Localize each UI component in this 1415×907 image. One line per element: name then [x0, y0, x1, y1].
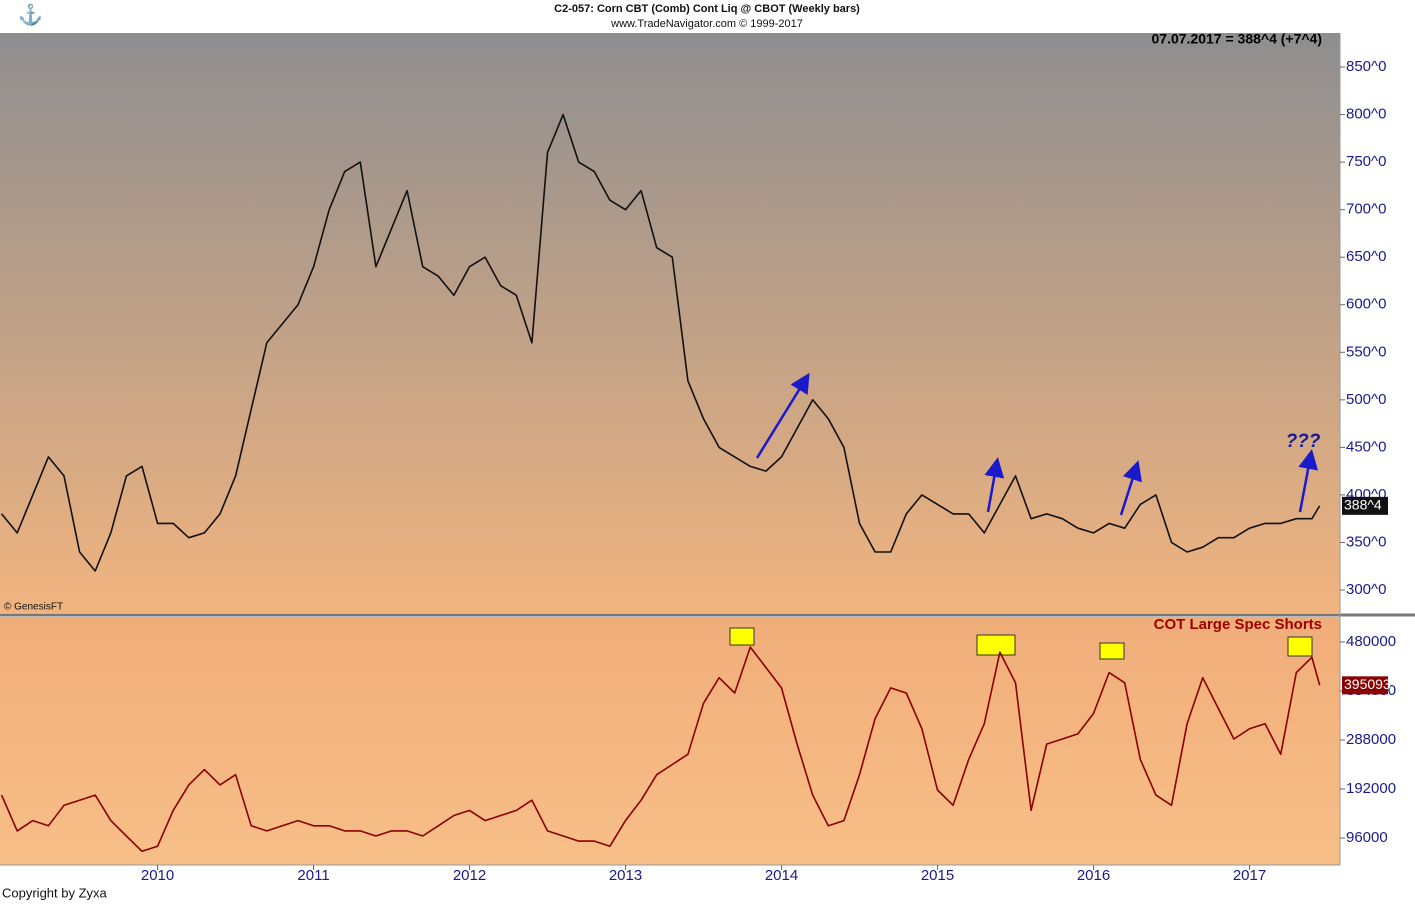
y-tick-label: 600^0: [1346, 296, 1386, 313]
credit: © GenesisFT: [4, 602, 63, 613]
y-tick-label: 288000: [1346, 731, 1396, 748]
last-value-label: 388^4: [1344, 497, 1382, 513]
chart-title: C2-057: Corn CBT (Comb) Cont Liq @ CBOT …: [554, 3, 860, 15]
y-tick-label: 350^0: [1346, 533, 1386, 550]
y-tick-label: 96000: [1346, 829, 1388, 846]
last-value-tag: [1342, 676, 1388, 695]
x-tick-label: 2010: [141, 867, 174, 884]
last-value-label: 395093: [1344, 676, 1391, 692]
x-tick-label: 2012: [453, 867, 486, 884]
arrows: [755, 372, 1319, 516]
y-tick-label: 700^0: [1346, 201, 1386, 218]
highlight-box: [976, 634, 1016, 656]
highlight-box: [1099, 642, 1125, 660]
data-line: [0, 646, 1321, 853]
y-tick-label: 450^0: [1346, 438, 1386, 455]
annotation: ???: [1286, 431, 1321, 452]
price-panel: [0, 33, 1340, 613]
cot-title: COT Large Spec Shorts: [1154, 616, 1322, 633]
x-tick-label: 2013: [609, 867, 642, 884]
x-tick-label: 2017: [1233, 867, 1266, 884]
arrow: [755, 372, 810, 459]
y-tick-label: 650^0: [1346, 248, 1386, 265]
y-tick-label: 550^0: [1346, 343, 1386, 360]
x-tick-label: 2011: [297, 867, 329, 884]
highlight-box: [729, 627, 755, 646]
last-value-tag: [1342, 496, 1388, 515]
cot-panel: [0, 617, 1340, 865]
y-tick-label: 850^0: [1346, 58, 1386, 75]
data-line: [0, 113, 1321, 572]
chart-subtitle: www.TradeNavigator.com © 1999-2017: [610, 18, 803, 30]
arrow: [1298, 449, 1319, 513]
y-tick-label: 192000: [1346, 780, 1396, 797]
y-tick-label: 800^0: [1346, 106, 1386, 123]
y-tick-label: 480000: [1346, 633, 1396, 650]
y-tick-label: 750^0: [1346, 153, 1386, 170]
highlight-box: [1287, 636, 1313, 657]
logo: ⚓: [18, 2, 43, 26]
quote: 07.07.2017 = 388^4 (+7^4): [1152, 31, 1322, 47]
x-tick-label: 2016: [1077, 867, 1110, 884]
y-tick-label: 300^0: [1346, 581, 1386, 598]
arrow: [1119, 460, 1142, 516]
x-tick-label: 2015: [921, 867, 954, 884]
footer: Copyright by Zyxa: [2, 885, 108, 900]
highlights: [729, 627, 1313, 660]
arrow: [984, 457, 1005, 513]
x-tick-label: 2014: [765, 867, 798, 884]
y-tick-label: 500^0: [1346, 391, 1386, 408]
